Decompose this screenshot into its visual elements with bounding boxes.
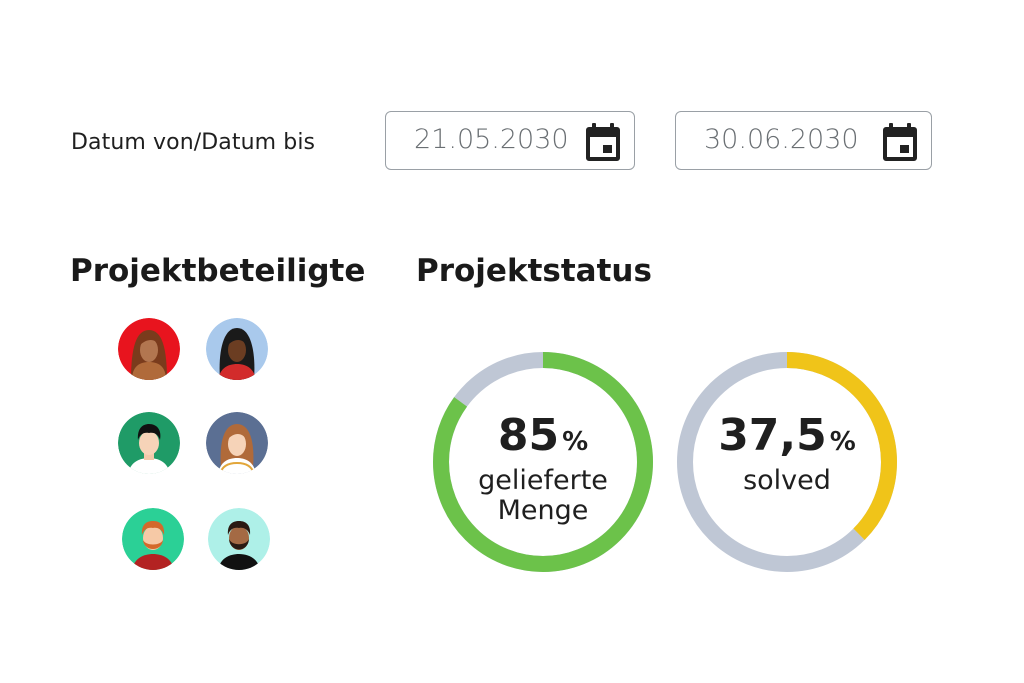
gauge-caption-line2: Menge [497,495,589,526]
date-from-value[interactable]: 21.05.2030 [414,124,569,155]
calendar-icon[interactable] [586,123,620,161]
date-from-field[interactable]: 21.05.2030 [385,111,635,170]
date-to-value[interactable]: 30.06.2030 [704,124,859,155]
gauge-value: 37,5 [718,410,827,461]
gauge-caption-line1: gelieferte [478,465,608,496]
avatar-woman-brown-hair[interactable] [118,318,180,380]
status-heading: Projektstatus [416,253,652,289]
solved-gauge: 37,5% solved [673,348,901,576]
calendar-icon[interactable] [883,123,917,161]
gauge-caption: solved [673,466,901,496]
delivered-quantity-gauge: 85% gelieferte Menge [429,348,657,576]
gauge-caption-line1: solved [743,465,831,496]
team-heading: Projektbeteiligte [70,253,366,289]
gauge-unit: % [562,427,589,457]
date-range-label: Datum von/Datum bis [71,130,316,155]
avatar-man-black-hair[interactable] [118,412,180,474]
gauge-unit: % [829,427,856,457]
avatar-woman-light-brown-hair[interactable] [206,412,268,474]
avatar-woman-black-hair[interactable] [206,318,268,380]
gauge-progress [677,352,897,572]
avatar-man-dark-beard[interactable] [208,508,270,570]
gauge-progress [433,352,653,572]
gauge-caption: gelieferte Menge [429,466,657,526]
date-to-field[interactable]: 30.06.2030 [675,111,932,170]
gauge-value: 85 [497,410,560,461]
avatar-man-red-beard[interactable] [122,508,184,570]
